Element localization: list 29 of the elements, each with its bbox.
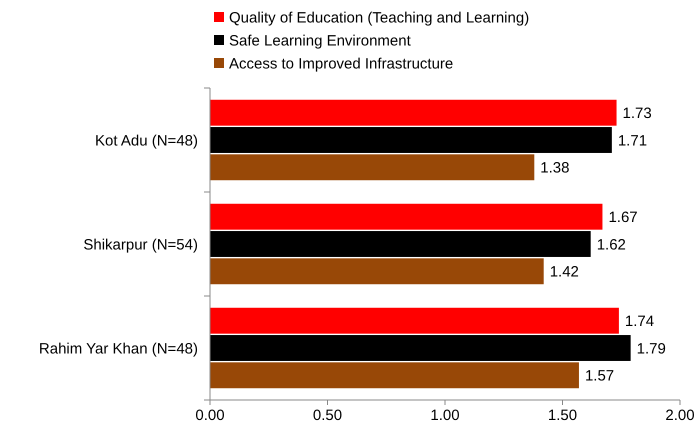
bar	[210, 362, 579, 388]
x-tick-label: 0.50	[312, 407, 342, 424]
bar	[210, 258, 544, 284]
bar	[210, 154, 534, 180]
legend-label: Safe Learning Environment	[229, 32, 412, 50]
bar	[210, 127, 612, 153]
data-label: 1.62	[596, 236, 626, 254]
bar	[210, 231, 591, 257]
bar	[210, 100, 617, 126]
y-tick-label: Rahim Yar Khan (N=48)	[38, 340, 198, 358]
x-tick-label: 1.50	[548, 407, 578, 424]
x-tick-label: 0.00	[195, 407, 225, 424]
data-label: 1.71	[618, 132, 648, 150]
legend-label: Quality of Education (Teaching and Learning)	[229, 9, 530, 26]
y-tick-label: Shikarpur (N=54)	[83, 236, 198, 254]
data-label: 1.42	[550, 264, 579, 281]
data-label: 1.38	[540, 160, 570, 177]
data-label: 1.74	[624, 312, 654, 330]
y-tick-label: Kot Adu (N=48)	[95, 132, 198, 150]
data-label: 1.57	[584, 368, 614, 385]
data-label: 1.73	[622, 104, 652, 122]
bar	[210, 308, 619, 334]
data-label: 1.67	[608, 208, 638, 226]
legend-label: Access to Improved Infrastructure	[229, 55, 454, 72]
x-tick-label: 1.00	[430, 407, 460, 424]
bar	[210, 335, 631, 361]
x-tick-label: 2.00	[665, 407, 695, 424]
data-label: 1.79	[636, 340, 666, 358]
bar	[210, 204, 602, 230]
